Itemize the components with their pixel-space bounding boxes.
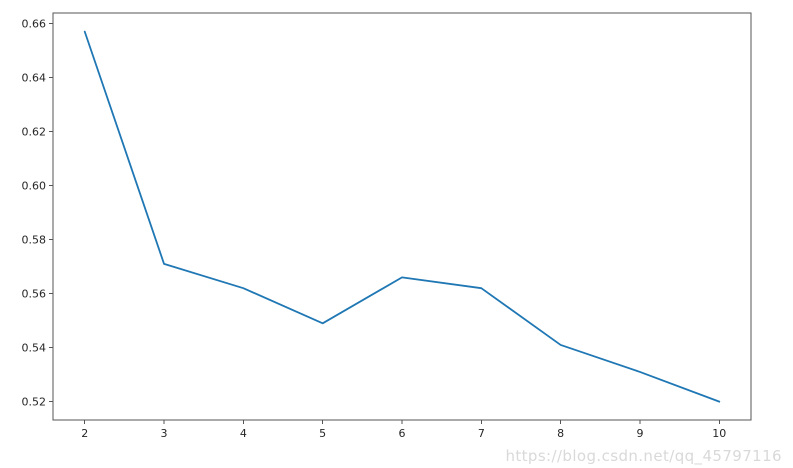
- x-tick-label: 4: [240, 427, 247, 440]
- y-tick-label: 0.54: [22, 342, 47, 355]
- y-tick-label: 0.58: [22, 234, 47, 247]
- y-tick-label: 0.66: [22, 18, 47, 31]
- x-tick-label: 10: [712, 427, 726, 440]
- data-line-series: [83, 30, 721, 403]
- y-tick-label: 0.52: [22, 396, 47, 409]
- plot-area-spines: [52, 12, 752, 421]
- x-tick-label: 8: [557, 427, 564, 440]
- y-tick-label: 0.64: [22, 72, 47, 85]
- x-tick-label: 6: [399, 427, 406, 440]
- y-tick-label: 0.62: [22, 126, 47, 139]
- x-tick-label: 5: [319, 427, 326, 440]
- x-tick-label: 7: [478, 427, 485, 440]
- x-tick-label: 9: [636, 427, 643, 440]
- watermark: https://blog.csdn.net/qq_45797116: [505, 447, 782, 465]
- y-tick-label: 0.56: [22, 288, 47, 301]
- x-tick-label: 2: [81, 427, 88, 440]
- x-tick-label: 3: [161, 427, 168, 440]
- y-tick-label: 0.60: [22, 180, 47, 193]
